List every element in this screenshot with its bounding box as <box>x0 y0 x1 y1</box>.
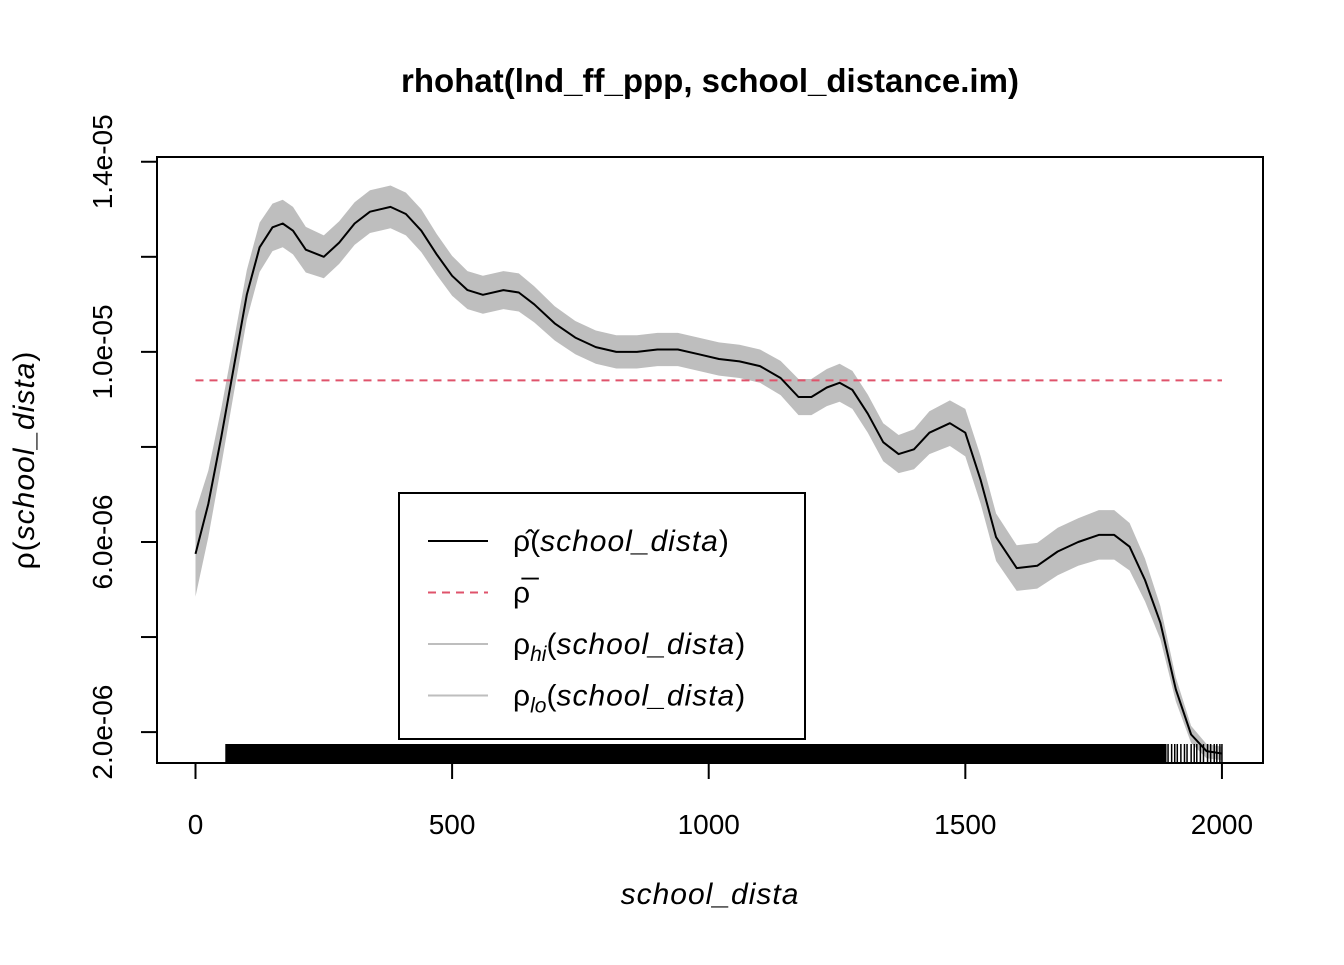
x-tick-label: 1500 <box>934 809 996 840</box>
confidence-band-layer <box>195 185 1222 761</box>
estimate-line-layer <box>194 205 1223 755</box>
rho-hat-line <box>194 205 1223 755</box>
legend-close-paren: ) <box>719 525 729 558</box>
x-tick-label: 1000 <box>678 809 740 840</box>
y-axis-title-arg: school_dista <box>8 362 41 541</box>
legend-open-paren: ( <box>546 680 556 713</box>
rug-marks <box>225 744 1223 763</box>
legend-arg: school_dista <box>556 628 735 661</box>
y-tick-label: 1.4e-05 <box>87 114 118 209</box>
confidence-band <box>195 185 1222 761</box>
legend-open-paren: ( <box>530 525 540 558</box>
legend-open-paren: ( <box>546 628 556 661</box>
y-axis: 2.0e-06 6.0e-06 1.0e-05 1.4e-05 <box>87 114 158 780</box>
legend-close-paren: ) <box>735 680 745 713</box>
y-axis-title-symbol: ρ <box>8 551 41 569</box>
x-tick-label: 0 <box>188 809 204 840</box>
x-axis-title: school_dista <box>621 878 800 911</box>
legend-label: ρ̂(school_dista) <box>513 525 729 558</box>
legend-close-paren: ) <box>735 628 745 661</box>
legend-arg: school_dista <box>556 680 735 713</box>
chart-title: rhohat(lnd_ff_ppp, school_distance.im) <box>401 62 1019 99</box>
x-axis: 0 500 1000 1500 2000 <box>188 762 1253 840</box>
x-tick-label: 500 <box>429 809 476 840</box>
y-axis-title-close-paren: ) <box>8 351 41 362</box>
legend: ρ̂(school_dista)ρ̅ρhi(school_dista)ρlo(s… <box>398 492 806 740</box>
legend-label: ρhi(school_dista) <box>513 628 745 666</box>
legend-arg: school_dista <box>540 525 719 558</box>
x-tick-label: 2000 <box>1191 809 1253 840</box>
legend-box <box>398 492 806 740</box>
legend-symbol: ρ <box>513 628 530 661</box>
legend-label: ρlo(school_dista) <box>513 680 745 718</box>
legend-symbol: ρ̂ <box>513 525 535 558</box>
y-tick-label: 2.0e-06 <box>87 685 118 780</box>
y-axis-title: ρ(school_dista) <box>8 351 41 570</box>
legend-symbol: ρ <box>513 680 530 713</box>
legend-subscript: lo <box>530 695 547 718</box>
y-tick-label: 6.0e-06 <box>87 495 118 590</box>
y-axis-title-open-paren: ( <box>8 540 41 551</box>
legend-subscript: hi <box>530 643 548 666</box>
y-tick-label: 1.0e-05 <box>87 304 118 399</box>
